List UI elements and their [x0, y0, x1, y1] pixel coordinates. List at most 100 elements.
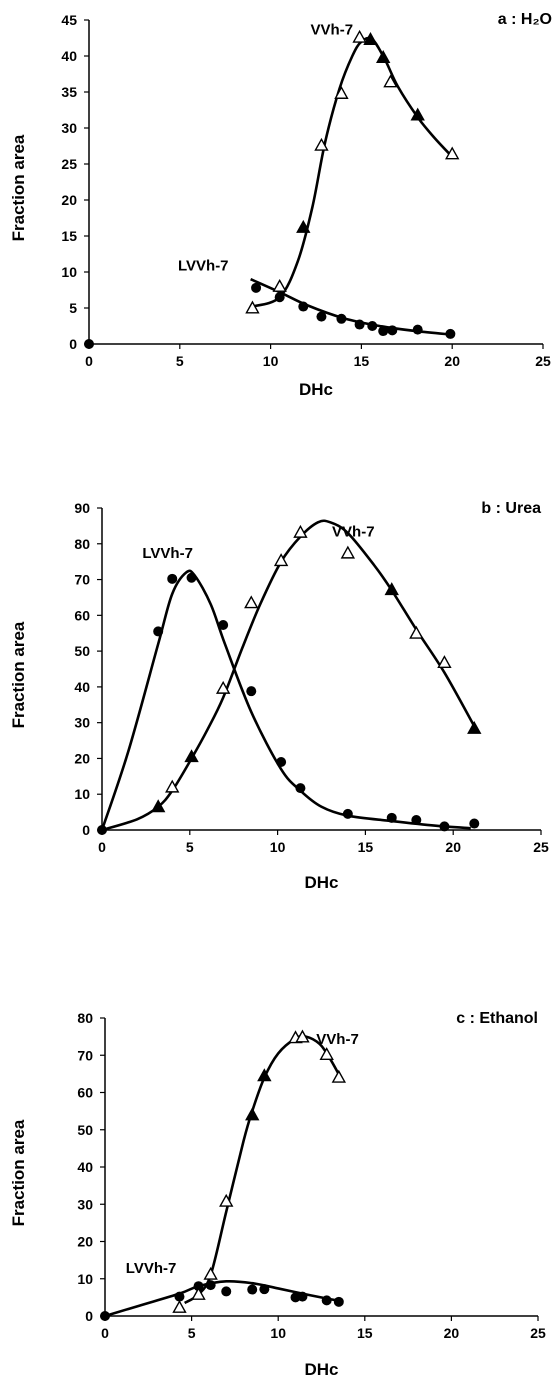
y-tick-label: 80 — [74, 536, 90, 552]
data-point-open-triangle — [352, 29, 367, 43]
fit-curve — [101, 519, 476, 832]
data-point-circle — [333, 1296, 344, 1307]
y-tick-label: 50 — [77, 1122, 93, 1138]
x-axis-label: DHc — [299, 380, 333, 399]
data-point-filled-triangle — [384, 582, 399, 596]
data-point-circle — [445, 328, 456, 339]
data-point-circle — [97, 825, 107, 835]
data-point-circle — [386, 812, 397, 823]
y-tick-label: 30 — [61, 120, 77, 136]
data-point-circle — [205, 1280, 216, 1291]
data-point-open-triangle — [215, 680, 231, 694]
fit-curve — [104, 1279, 341, 1318]
y-tick-label: 35 — [61, 84, 77, 100]
x-tick-label: 0 — [85, 353, 93, 369]
data-point-circle — [298, 301, 309, 312]
panel-label: b : Urea — [481, 500, 541, 517]
x-tick-label: 25 — [533, 839, 549, 855]
x-tick-label: 25 — [535, 353, 551, 369]
data-point-circle — [193, 1281, 204, 1292]
data-point-open-triangle — [340, 545, 356, 559]
x-tick-label: 20 — [444, 1325, 460, 1341]
x-tick-label: 10 — [270, 839, 286, 855]
series-annotation: VVh-7 — [332, 524, 375, 541]
data-point-circle — [367, 321, 378, 331]
data-point-filled-triangle — [184, 749, 199, 763]
data-point-open-triangle — [273, 553, 289, 567]
x-tick-label: 0 — [101, 1325, 109, 1341]
data-point-open-triangle — [272, 278, 287, 292]
y-tick-label: 60 — [77, 1085, 93, 1101]
y-axis-label: Fraction area — [9, 134, 28, 241]
y-tick-label: 0 — [69, 336, 77, 352]
y-tick-label: 50 — [74, 643, 90, 659]
x-tick-label: 5 — [188, 1325, 196, 1341]
y-tick-label: 40 — [77, 1159, 93, 1175]
y-axis-label: Fraction area — [9, 1119, 28, 1226]
y-tick-label: 10 — [77, 1271, 93, 1287]
data-point-circle — [247, 1284, 258, 1295]
data-point-open-triangle — [319, 1047, 334, 1061]
data-point-filled-triangle — [257, 1068, 272, 1082]
data-point-circle — [274, 292, 285, 303]
data-point-filled-triangle — [410, 107, 425, 121]
data-point-circle — [218, 619, 229, 630]
x-tick-label: 25 — [530, 1325, 546, 1341]
data-point-circle — [387, 325, 398, 336]
x-tick-label: 20 — [444, 353, 460, 369]
data-point-circle — [469, 818, 480, 829]
data-point-open-triangle — [383, 74, 398, 88]
data-point-circle — [167, 573, 178, 584]
x-tick-label: 20 — [445, 839, 461, 855]
data-point-circle — [336, 313, 347, 324]
data-point-circle — [251, 282, 262, 293]
data-point-open-triangle — [245, 300, 260, 314]
data-point-circle — [412, 324, 423, 335]
data-point-circle — [295, 783, 306, 794]
data-point-circle — [153, 626, 164, 637]
x-tick-label: 5 — [176, 353, 184, 369]
x-axis-label: DHc — [304, 873, 338, 892]
fit-curve — [252, 36, 454, 308]
data-point-circle — [276, 757, 287, 768]
data-point-filled-triangle — [245, 1107, 260, 1121]
y-tick-label: 70 — [74, 572, 90, 588]
x-tick-label: 15 — [357, 1325, 373, 1341]
panel-label: c : Ethanol — [456, 1010, 538, 1027]
x-tick-label: 0 — [98, 839, 106, 855]
data-point-open-triangle — [293, 524, 308, 538]
panel-3: 0 5 10 15 20 25 0 10 20 30 40 50 60 70 80 DHc Fraction a… — [9, 1010, 546, 1379]
y-tick-label: 20 — [74, 750, 90, 766]
y-tick-label: 45 — [61, 12, 77, 28]
data-point-circle — [84, 339, 94, 349]
data-point-open-triangle — [172, 1299, 187, 1313]
y-tick-label: 60 — [74, 607, 90, 623]
series-annotation: VVh-7 — [316, 1031, 359, 1048]
fit-curve — [100, 569, 471, 831]
data-point-open-triangle — [437, 655, 452, 669]
data-point-open-triangle — [244, 595, 259, 609]
data-point-circle — [342, 808, 353, 819]
data-point-filled-triangle — [467, 720, 482, 734]
series-annotation: LVVh-7 — [126, 1260, 177, 1277]
y-tick-label: 5 — [69, 300, 77, 316]
panel-2: 0 5 10 15 20 25 0 10 20 30 40 50 60 70 80 90 DHc Fraction… — [9, 500, 549, 892]
data-point-open-triangle — [295, 1029, 310, 1043]
data-point-circle — [174, 1291, 185, 1302]
series-annotation: VVh-7 — [311, 21, 354, 38]
data-point-open-triangle — [165, 779, 180, 793]
x-tick-label: 5 — [186, 839, 194, 855]
data-point-filled-triangle — [296, 219, 311, 233]
data-point-circle — [186, 572, 197, 583]
y-tick-label: 30 — [77, 1196, 93, 1212]
y-tick-label: 70 — [77, 1047, 93, 1063]
y-tick-label: 15 — [61, 228, 77, 244]
y-axis-label: Fraction area — [9, 621, 28, 728]
y-tick-label: 80 — [77, 1010, 93, 1026]
data-point-open-triangle — [314, 137, 329, 151]
y-tick-label: 10 — [74, 786, 90, 802]
y-tick-label: 90 — [74, 500, 90, 516]
data-point-circle — [354, 319, 365, 330]
data-point-circle — [259, 1284, 270, 1295]
